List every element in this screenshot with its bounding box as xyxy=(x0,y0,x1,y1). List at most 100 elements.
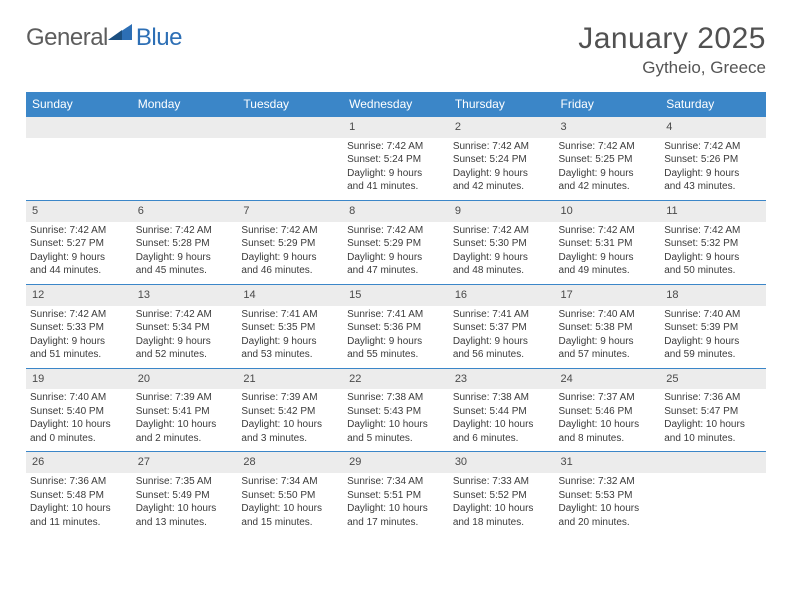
sunset-line: Sunset: 5:41 PM xyxy=(136,405,234,419)
weekday-header: Friday xyxy=(555,92,661,117)
day-details-row: Sunrise: 7:40 AMSunset: 5:40 PMDaylight:… xyxy=(26,389,766,452)
sunrise-line: Sunrise: 7:39 AM xyxy=(241,391,339,405)
day-number-cell: 17 xyxy=(555,284,661,305)
sunrise-line: Sunrise: 7:42 AM xyxy=(453,140,551,154)
day-detail-cell: Sunrise: 7:38 AMSunset: 5:43 PMDaylight:… xyxy=(343,389,449,452)
daylight-line: Daylight: 9 hours xyxy=(241,251,339,265)
daylight-minutes: and 59 minutes. xyxy=(664,348,762,362)
day-detail-cell: Sunrise: 7:42 AMSunset: 5:27 PMDaylight:… xyxy=(26,222,132,285)
sunset-line: Sunset: 5:26 PM xyxy=(664,153,762,167)
daylight-minutes: and 44 minutes. xyxy=(30,264,128,278)
sunrise-line: Sunrise: 7:37 AM xyxy=(559,391,657,405)
daylight-line: Daylight: 10 hours xyxy=(241,502,339,516)
day-details-row: Sunrise: 7:36 AMSunset: 5:48 PMDaylight:… xyxy=(26,473,766,535)
day-detail-cell: Sunrise: 7:41 AMSunset: 5:36 PMDaylight:… xyxy=(343,306,449,369)
daylight-line: Daylight: 10 hours xyxy=(30,418,128,432)
daylight-minutes: and 41 minutes. xyxy=(347,180,445,194)
day-number-row: 262728293031 xyxy=(26,452,766,473)
day-number-row: 567891011 xyxy=(26,200,766,221)
logo-text-2: Blue xyxy=(136,24,182,52)
daylight-line: Daylight: 9 hours xyxy=(347,335,445,349)
day-number-cell: 27 xyxy=(132,452,238,473)
daylight-line: Daylight: 9 hours xyxy=(453,251,551,265)
page-title: January 2025 xyxy=(578,22,766,56)
sunset-line: Sunset: 5:34 PM xyxy=(136,321,234,335)
daylight-line: Daylight: 9 hours xyxy=(30,335,128,349)
daylight-minutes: and 43 minutes. xyxy=(664,180,762,194)
day-number-cell: 4 xyxy=(660,117,766,138)
sunrise-line: Sunrise: 7:42 AM xyxy=(453,224,551,238)
daylight-line: Daylight: 9 hours xyxy=(30,251,128,265)
sunset-line: Sunset: 5:24 PM xyxy=(453,153,551,167)
sunrise-line: Sunrise: 7:42 AM xyxy=(347,140,445,154)
sunrise-line: Sunrise: 7:40 AM xyxy=(30,391,128,405)
weekday-header: Saturday xyxy=(660,92,766,117)
daylight-minutes: and 15 minutes. xyxy=(241,516,339,530)
day-detail-cell: Sunrise: 7:42 AMSunset: 5:28 PMDaylight:… xyxy=(132,222,238,285)
day-detail-cell: Sunrise: 7:42 AMSunset: 5:24 PMDaylight:… xyxy=(343,138,449,201)
day-number-cell: 1 xyxy=(343,117,449,138)
daylight-line: Daylight: 10 hours xyxy=(664,418,762,432)
day-detail-cell: Sunrise: 7:34 AMSunset: 5:51 PMDaylight:… xyxy=(343,473,449,535)
sunset-line: Sunset: 5:48 PM xyxy=(30,489,128,503)
day-number-cell: 8 xyxy=(343,200,449,221)
sunset-line: Sunset: 5:33 PM xyxy=(30,321,128,335)
sunrise-line: Sunrise: 7:38 AM xyxy=(453,391,551,405)
day-number-cell: 7 xyxy=(237,200,343,221)
day-number-cell: 11 xyxy=(660,200,766,221)
day-detail-cell: Sunrise: 7:42 AMSunset: 5:34 PMDaylight:… xyxy=(132,306,238,369)
day-detail-cell: Sunrise: 7:39 AMSunset: 5:42 PMDaylight:… xyxy=(237,389,343,452)
day-detail-cell: Sunrise: 7:33 AMSunset: 5:52 PMDaylight:… xyxy=(449,473,555,535)
day-detail-cell: Sunrise: 7:37 AMSunset: 5:46 PMDaylight:… xyxy=(555,389,661,452)
day-number-cell: 13 xyxy=(132,284,238,305)
sunset-line: Sunset: 5:32 PM xyxy=(664,237,762,251)
daylight-minutes: and 57 minutes. xyxy=(559,348,657,362)
day-detail-cell: Sunrise: 7:32 AMSunset: 5:53 PMDaylight:… xyxy=(555,473,661,535)
day-number-cell: 6 xyxy=(132,200,238,221)
daylight-minutes: and 42 minutes. xyxy=(453,180,551,194)
day-details-row: Sunrise: 7:42 AMSunset: 5:33 PMDaylight:… xyxy=(26,306,766,369)
sunset-line: Sunset: 5:37 PM xyxy=(453,321,551,335)
sunrise-line: Sunrise: 7:41 AM xyxy=(241,308,339,322)
daylight-line: Daylight: 10 hours xyxy=(559,502,657,516)
daylight-line: Daylight: 9 hours xyxy=(559,251,657,265)
daylight-line: Daylight: 9 hours xyxy=(347,251,445,265)
sunset-line: Sunset: 5:49 PM xyxy=(136,489,234,503)
sunset-line: Sunset: 5:24 PM xyxy=(347,153,445,167)
sunrise-line: Sunrise: 7:41 AM xyxy=(347,308,445,322)
sunset-line: Sunset: 5:35 PM xyxy=(241,321,339,335)
daylight-minutes: and 17 minutes. xyxy=(347,516,445,530)
daylight-line: Daylight: 9 hours xyxy=(664,251,762,265)
daylight-line: Daylight: 9 hours xyxy=(664,167,762,181)
day-detail-cell: Sunrise: 7:42 AMSunset: 5:29 PMDaylight:… xyxy=(237,222,343,285)
day-details-row: Sunrise: 7:42 AMSunset: 5:24 PMDaylight:… xyxy=(26,138,766,201)
sunrise-line: Sunrise: 7:40 AM xyxy=(559,308,657,322)
daylight-minutes: and 53 minutes. xyxy=(241,348,339,362)
sunrise-line: Sunrise: 7:33 AM xyxy=(453,475,551,489)
sunrise-line: Sunrise: 7:35 AM xyxy=(136,475,234,489)
weekday-header: Sunday xyxy=(26,92,132,117)
sunset-line: Sunset: 5:47 PM xyxy=(664,405,762,419)
sunrise-line: Sunrise: 7:32 AM xyxy=(559,475,657,489)
sunset-line: Sunset: 5:36 PM xyxy=(347,321,445,335)
day-number-cell: 31 xyxy=(555,452,661,473)
daylight-line: Daylight: 9 hours xyxy=(559,335,657,349)
sunset-line: Sunset: 5:42 PM xyxy=(241,405,339,419)
day-detail-cell: Sunrise: 7:41 AMSunset: 5:37 PMDaylight:… xyxy=(449,306,555,369)
daylight-minutes: and 18 minutes. xyxy=(453,516,551,530)
day-detail-cell: Sunrise: 7:35 AMSunset: 5:49 PMDaylight:… xyxy=(132,473,238,535)
sunrise-line: Sunrise: 7:42 AM xyxy=(347,224,445,238)
day-number-row: 19202122232425 xyxy=(26,368,766,389)
day-number-cell: 5 xyxy=(26,200,132,221)
day-number-row: 12131415161718 xyxy=(26,284,766,305)
day-number-cell xyxy=(26,117,132,138)
day-detail-cell: Sunrise: 7:40 AMSunset: 5:38 PMDaylight:… xyxy=(555,306,661,369)
day-number-cell: 16 xyxy=(449,284,555,305)
logo-text-1: General xyxy=(26,24,108,52)
daylight-line: Daylight: 10 hours xyxy=(136,502,234,516)
day-number-cell: 12 xyxy=(26,284,132,305)
daylight-line: Daylight: 9 hours xyxy=(453,335,551,349)
sunset-line: Sunset: 5:28 PM xyxy=(136,237,234,251)
sunset-line: Sunset: 5:50 PM xyxy=(241,489,339,503)
daylight-line: Daylight: 9 hours xyxy=(664,335,762,349)
